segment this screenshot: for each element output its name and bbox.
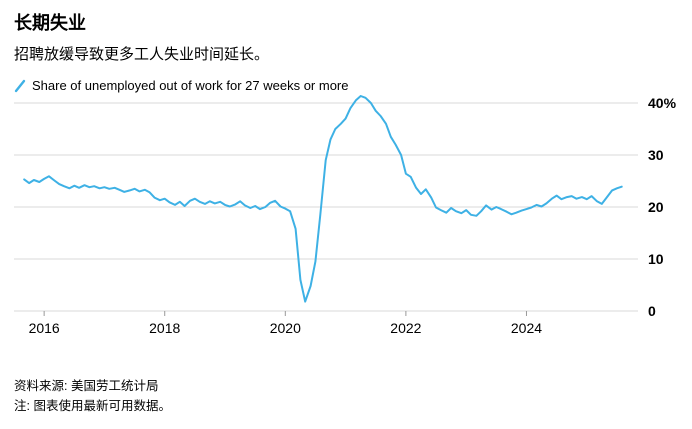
legend-slash-icon [14,79,26,93]
page-title: 长期失业 [14,13,86,33]
y-axis-label: 10 [648,251,664,267]
footer: 资料来源: 美国劳工统计局 注: 图表使用最新可用数据。 [14,376,171,416]
x-axis-label: 2024 [511,320,542,336]
legend-label: Share of unemployed out of work for 27 w… [32,78,349,93]
y-axis-label: 0 [648,303,656,319]
y-axis-label: 40% [648,95,677,111]
data-note: 注: 图表使用最新可用数据。 [14,399,171,413]
x-axis-label: 2022 [390,320,421,336]
source-note: 资料来源: 美国劳工统计局 [14,379,159,393]
x-axis-label: 2016 [29,320,60,336]
x-axis-label: 2020 [270,320,301,336]
chart-svg: 40% 30 20 10 0 2016 2018 2020 2022 2024 [14,95,677,336]
legend: Share of unemployed out of work for 27 w… [14,78,349,93]
y-axis-label: 30 [648,147,664,163]
page-subtitle: 招聘放缓导致更多工人失业时间延长。 [14,45,270,63]
y-axis-label: 20 [648,199,664,215]
header: 长期失业 招聘放缓导致更多工人失业时间延长。 [14,12,678,64]
x-axis-label: 2018 [149,320,180,336]
series-line [23,95,623,303]
